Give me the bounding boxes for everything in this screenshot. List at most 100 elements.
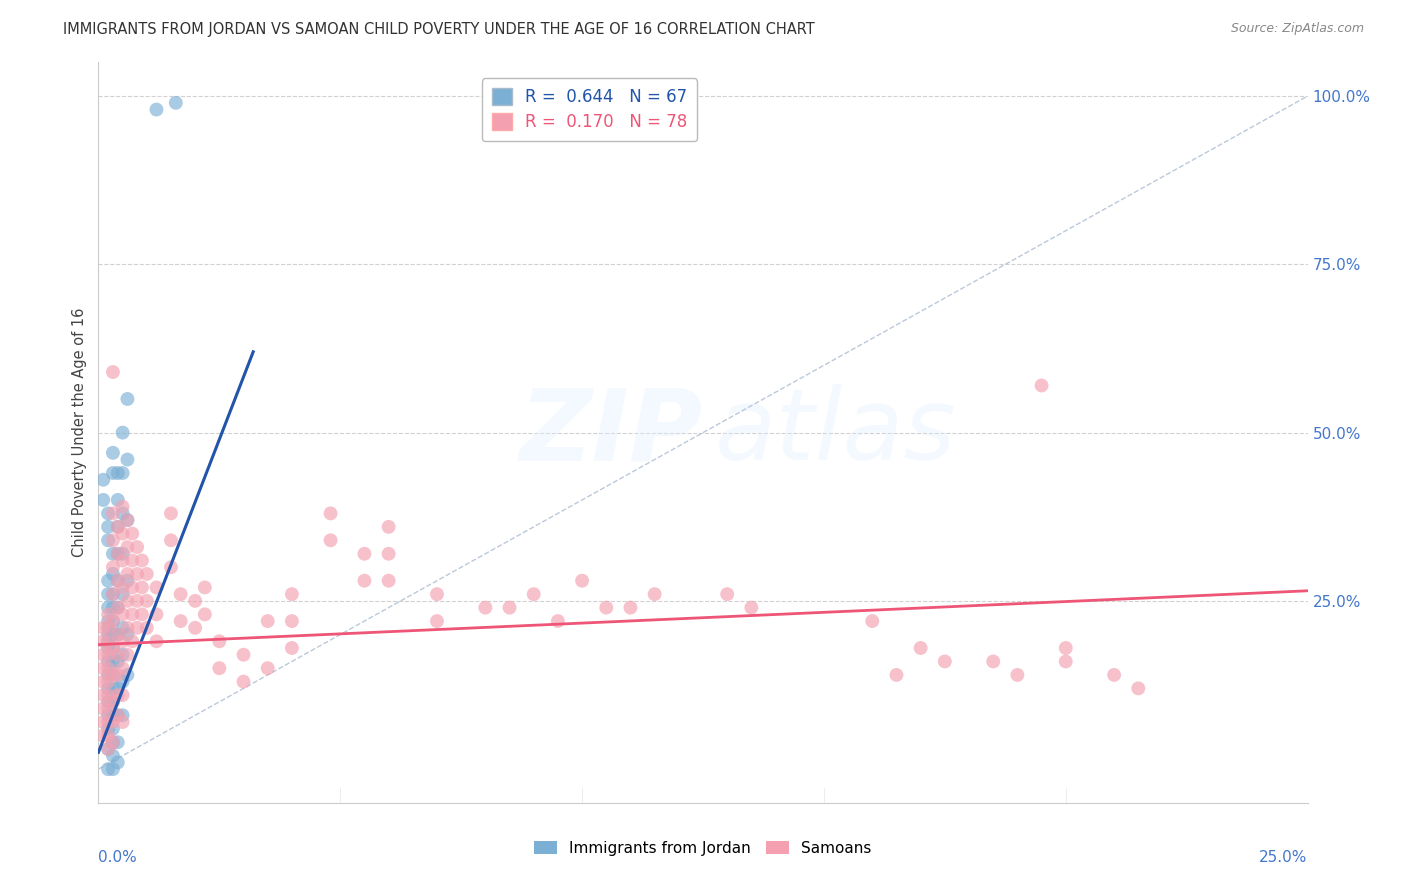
Point [107, 492, 129, 507]
Point [145, 607, 167, 622]
Point [107, 466, 129, 480]
Point [111, 674, 134, 689]
Point [1007, 668, 1029, 682]
Point [131, 553, 153, 567]
Point [107, 547, 129, 561]
Point [121, 553, 143, 567]
Point [131, 607, 153, 622]
Point [91, 729, 114, 743]
Point [97, 688, 120, 702]
Point [101, 560, 124, 574]
Point [135, 621, 157, 635]
Point [184, 621, 207, 635]
Point [97, 640, 120, 655]
Point [101, 640, 124, 655]
Point [160, 507, 183, 521]
Point [111, 466, 134, 480]
Point [91, 648, 114, 662]
Point [319, 507, 342, 521]
Point [101, 600, 124, 615]
Point [160, 560, 183, 574]
Point [101, 533, 124, 548]
Point [91, 634, 114, 648]
Text: IMMIGRANTS FROM JORDAN VS SAMOAN CHILD POVERTY UNDER THE AGE OF 16 CORRELATION C: IMMIGRANTS FROM JORDAN VS SAMOAN CHILD P… [63, 22, 815, 37]
Point [107, 574, 129, 588]
Point [97, 655, 120, 669]
Point [107, 520, 129, 534]
Point [232, 648, 254, 662]
Point [97, 681, 120, 696]
Point [194, 581, 217, 595]
Point [97, 762, 120, 776]
Text: ZIP: ZIP [520, 384, 703, 481]
Point [97, 574, 120, 588]
Point [111, 500, 134, 514]
Point [127, 566, 149, 581]
Point [208, 661, 231, 675]
Point [117, 668, 139, 682]
Point [101, 507, 124, 521]
Point [91, 492, 114, 507]
Point [111, 526, 134, 541]
Point [107, 600, 129, 615]
Point [107, 655, 129, 669]
Point [107, 735, 129, 749]
Point [111, 607, 134, 622]
Point [111, 587, 134, 601]
Point [107, 600, 129, 615]
Point [232, 674, 254, 689]
Point [97, 621, 120, 635]
Point [101, 614, 124, 628]
Point [121, 526, 143, 541]
Point [101, 695, 124, 709]
Point [97, 714, 120, 729]
Point [101, 668, 124, 682]
Point [111, 553, 134, 567]
Point [107, 574, 129, 588]
Point [121, 607, 143, 622]
Point [97, 701, 120, 715]
Point [107, 627, 129, 641]
Point [184, 594, 207, 608]
Point [101, 587, 124, 601]
Point [117, 513, 139, 527]
Point [97, 648, 120, 662]
Point [97, 674, 120, 689]
Point [101, 640, 124, 655]
Point [97, 742, 120, 756]
Point [91, 661, 114, 675]
Point [127, 540, 149, 554]
Point [117, 392, 139, 406]
Point [101, 681, 124, 696]
Point [131, 581, 153, 595]
Point [97, 668, 120, 682]
Point [145, 103, 167, 117]
Point [121, 581, 143, 595]
Point [101, 627, 124, 641]
Point [101, 614, 124, 628]
Point [145, 581, 167, 595]
Point [474, 600, 496, 615]
Point [117, 594, 139, 608]
Point [107, 627, 129, 641]
Point [101, 566, 124, 581]
Point [107, 756, 129, 770]
Point [97, 520, 120, 534]
Point [107, 681, 129, 696]
Point [256, 661, 278, 675]
Point [101, 762, 124, 776]
Text: 0.0%: 0.0% [98, 850, 138, 865]
Point [101, 708, 124, 723]
Point [97, 695, 120, 709]
Point [117, 648, 139, 662]
Point [117, 452, 139, 467]
Point [101, 735, 124, 749]
Point [571, 574, 593, 588]
Point [281, 587, 304, 601]
Point [256, 614, 278, 628]
Point [101, 714, 124, 729]
Point [101, 587, 124, 601]
Point [619, 600, 641, 615]
Point [117, 627, 139, 641]
Point [1128, 681, 1150, 696]
